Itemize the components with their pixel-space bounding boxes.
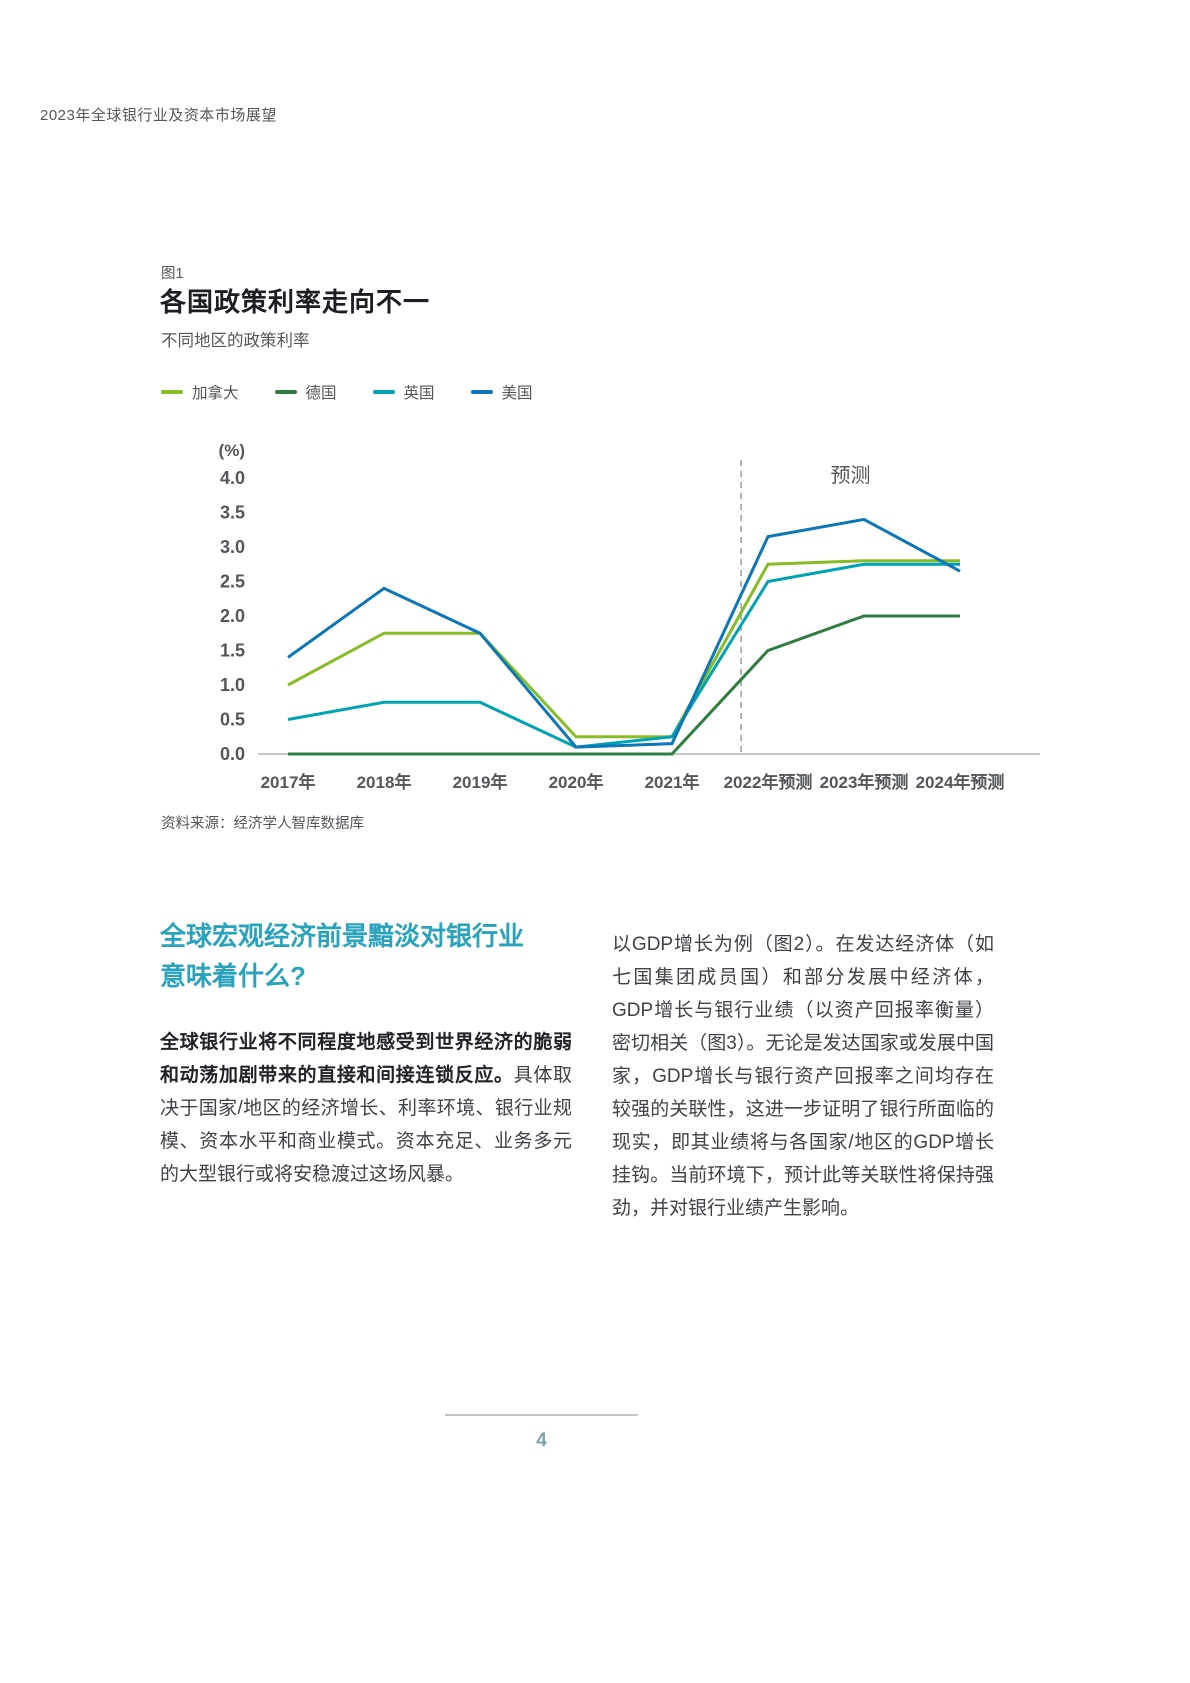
y-axis-tick-label: 2.5 bbox=[220, 572, 245, 592]
report-title-header: 2023年全球银行业及资本市场展望 bbox=[40, 107, 277, 124]
x-axis-tick-label: 2019年 bbox=[453, 772, 508, 792]
legend-item: 德国 bbox=[274, 381, 337, 403]
y-axis-unit-label: (%) bbox=[219, 441, 245, 460]
y-axis-tick-label: 4.0 bbox=[220, 468, 245, 488]
legend-item: 美国 bbox=[470, 381, 533, 403]
chart-series-line-美国 bbox=[287, 517, 961, 749]
legend-item: 加拿大 bbox=[161, 381, 239, 403]
y-axis-tick-label: 2.0 bbox=[220, 606, 245, 626]
legend-label: 德国 bbox=[305, 385, 337, 402]
figure-title: 各国政策利率走向不一 bbox=[160, 287, 431, 317]
x-axis-tick-label: 2018年 bbox=[357, 772, 412, 792]
y-axis-tick-label: 0.5 bbox=[220, 710, 245, 730]
legend-label: 美国 bbox=[501, 385, 533, 402]
footer-divider bbox=[445, 1414, 638, 1416]
legend-item: 英国 bbox=[372, 381, 435, 403]
article-left-lead-bold: 全球银行业将不同程度地感受到世界经济的脆弱和动荡加剧带来的直接和间接连锁反应。 bbox=[160, 1032, 572, 1086]
y-axis-tick-label: 0.0 bbox=[220, 744, 245, 764]
y-axis-tick-label: 1.0 bbox=[220, 675, 245, 695]
y-axis-tick-label: 3.5 bbox=[220, 503, 245, 523]
article-right-column: 以GDP增长为例（图2）。在发达经济体（如七国集团成员国）和部分发展中经济体，G… bbox=[612, 916, 994, 1225]
article-left-column: 全球宏观经济前景黯淡对银行业意味着什么? 全球银行业将不同程度地感受到世界经济的… bbox=[160, 916, 572, 1225]
page-number: 4 bbox=[536, 1430, 547, 1451]
chart-legend: 加拿大 德国 英国 美国 bbox=[161, 381, 569, 403]
x-axis-tick-label: 2022年预测 bbox=[724, 772, 813, 792]
article-heading: 全球宏观经济前景黯淡对银行业意味着什么? bbox=[160, 921, 525, 991]
article-left-lead-rest: 具体取决于国家/地区的经济增长、利率环境、银行业规模、资本水平和商业模式。资本充… bbox=[160, 1065, 572, 1185]
legend-swatch bbox=[372, 390, 395, 394]
legend-swatch bbox=[161, 390, 183, 394]
legend-label: 英国 bbox=[403, 385, 435, 402]
x-axis-tick-label: 2021年 bbox=[645, 772, 700, 792]
figure-subtitle: 不同地区的政策利率 bbox=[161, 332, 310, 350]
article-section: 全球宏观经济前景黯淡对银行业意味着什么? 全球银行业将不同程度地感受到世界经济的… bbox=[160, 916, 994, 1225]
forecast-label: 预测 bbox=[831, 464, 871, 487]
y-axis-tick-label: 3.0 bbox=[220, 537, 245, 557]
article-left-paragraph: 全球银行业将不同程度地感受到世界经济的脆弱和动荡加剧带来的直接和间接连锁反应。具… bbox=[160, 1026, 572, 1191]
legend-swatch bbox=[470, 390, 493, 394]
chart-series-line-英国 bbox=[287, 562, 960, 749]
x-axis-tick-label: 2024年预测 bbox=[916, 772, 1005, 792]
y-axis-tick-label: 1.5 bbox=[220, 641, 245, 661]
article-right-paragraph: 以GDP增长为例（图2）。在发达经济体（如七国集团成员国）和部分发展中经济体，G… bbox=[612, 934, 994, 1219]
x-axis-tick-label: 2023年预测 bbox=[820, 772, 909, 792]
chart-source: 资料来源：经济学人智库数据库 bbox=[161, 816, 364, 832]
x-axis-tick-label: 2020年 bbox=[549, 772, 604, 792]
chart-series-line-德国 bbox=[288, 614, 960, 756]
policy-rate-line-chart: (%) 4.0 3.5 3.0 2.5 2.0 1.5 1.0 0.5 0.0 预测 2017年 201… bbox=[219, 441, 1040, 792]
chart-series-line-加拿大 bbox=[287, 559, 960, 739]
figure-tag: 图1 bbox=[161, 266, 184, 282]
x-axis-tick-label: 2017年 bbox=[261, 772, 316, 792]
legend-label: 加拿大 bbox=[192, 385, 239, 402]
legend-swatch bbox=[274, 390, 297, 394]
